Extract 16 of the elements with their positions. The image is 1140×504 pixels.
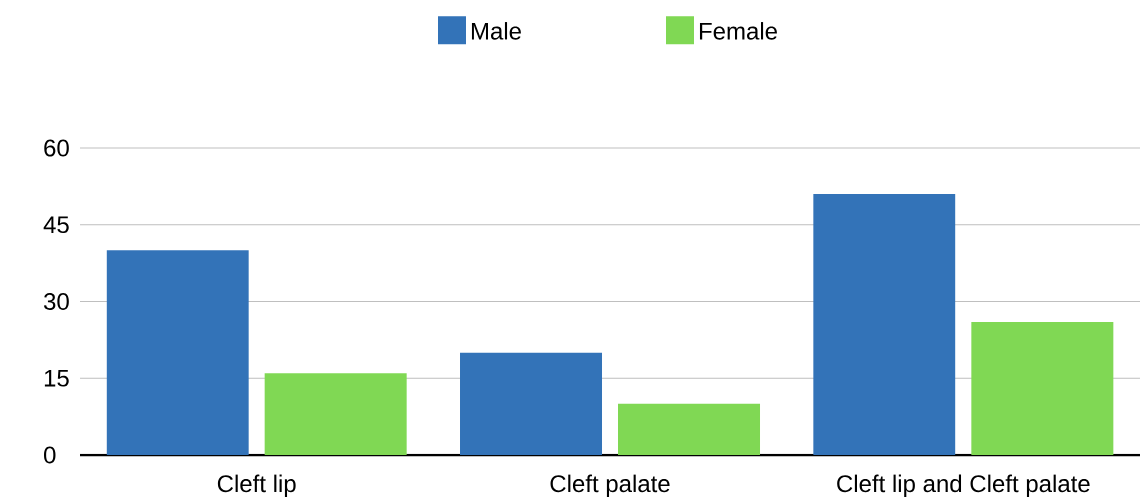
y-tick-label: 15 bbox=[44, 369, 69, 387]
bar bbox=[618, 403, 761, 455]
y-tick-label: 0 bbox=[44, 446, 56, 464]
bar bbox=[264, 373, 407, 455]
x-tick-label: Cleft lip bbox=[217, 474, 296, 497]
x-tick-label: Cleft lip and Cleft palate bbox=[837, 474, 1090, 497]
bar bbox=[813, 194, 956, 455]
bar bbox=[460, 352, 603, 455]
bar bbox=[106, 250, 249, 455]
y-tick-label: 30 bbox=[43, 293, 69, 310]
y-tick-label: 45 bbox=[43, 216, 69, 234]
legend-label: Female bbox=[699, 22, 777, 40]
legend-label: Male bbox=[471, 22, 521, 40]
bar bbox=[971, 321, 1114, 455]
x-tick-label: Cleft palate bbox=[550, 474, 670, 497]
y-tick-label: 60 bbox=[44, 139, 69, 157]
